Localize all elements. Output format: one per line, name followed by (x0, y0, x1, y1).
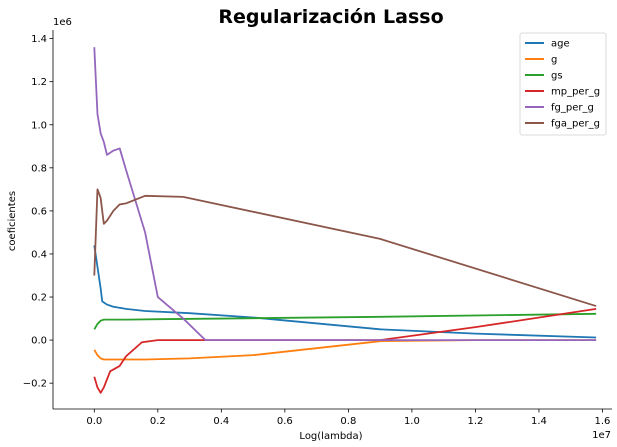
y-offset-label: 1e6 (53, 17, 72, 28)
x-tick-label: 1.0 (404, 416, 420, 427)
y-tick-label: 1.2 (31, 77, 47, 88)
y-tick-label: 0.0 (31, 336, 47, 347)
legend-label-g: g (551, 55, 557, 66)
chart-title: Regularización Lasso (218, 6, 443, 28)
y-axis-label: coeficientes (7, 191, 18, 251)
y-tick-label: 1.0 (31, 120, 47, 131)
legend-label-mp-per-g: mp_per_g (551, 87, 600, 98)
y-tick-label: 0.2 (31, 293, 47, 304)
x-tick-label: 1.6 (595, 416, 611, 427)
legend-label-age: age (551, 39, 570, 50)
x-tick-label: 1.4 (531, 416, 547, 427)
y-tick-label: −0.2 (23, 379, 47, 390)
series-line-fg-per-g (93, 47, 597, 341)
y-tick-label: 0.8 (31, 163, 47, 174)
x-tick-label: 0.4 (213, 416, 229, 427)
x-axis-label: Log(lambda) (299, 431, 362, 442)
series-line-fga-per-g (93, 188, 597, 307)
x-tick-label: 0.6 (277, 416, 293, 427)
legend-label-fg-per-g: fg_per_g (551, 103, 594, 114)
x-tick-label: 0.8 (340, 416, 356, 427)
y-tick-label: 0.6 (31, 206, 47, 217)
y-tick-label: 1.4 (31, 34, 47, 45)
legend-label-gs: gs (551, 71, 563, 82)
series-line-mp-per-g (93, 307, 597, 394)
y-tick-label: 0.4 (31, 249, 47, 260)
legend-label-fga-per-g: fga_per_g (551, 119, 600, 130)
x-tick-label: 0.0 (86, 416, 102, 427)
series-line-gs (93, 312, 597, 330)
series-line-age (93, 245, 597, 339)
x-tick-label: 0.2 (150, 416, 166, 427)
x-tick-label: 1.2 (467, 416, 483, 427)
x-offset-label: 1e7 (592, 430, 611, 441)
series-line-g (93, 339, 597, 361)
